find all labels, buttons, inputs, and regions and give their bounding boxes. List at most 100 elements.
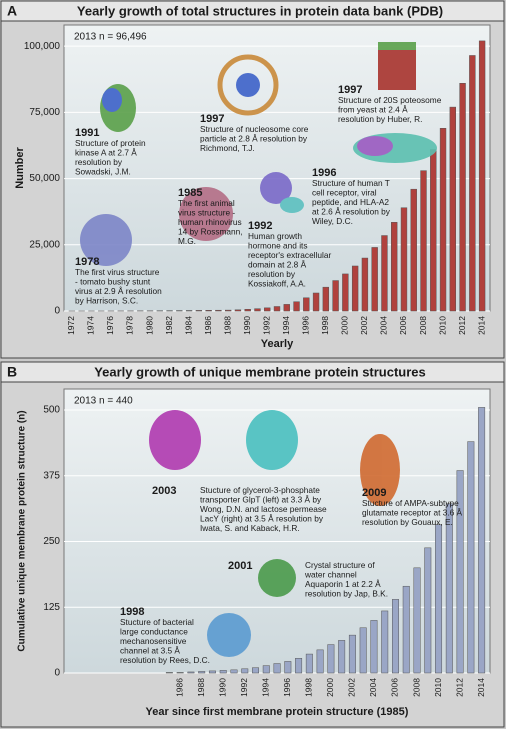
bar — [284, 661, 292, 674]
bar — [430, 149, 437, 312]
annotation-text: resolution by — [248, 269, 296, 279]
annotation-text: resolution by Huber, R. — [338, 114, 422, 124]
bar — [449, 106, 456, 312]
bar — [165, 672, 173, 674]
x-tick-label: 1988 — [196, 678, 206, 697]
bar — [316, 649, 324, 674]
x-axis-label: Year since first membrane protein struct… — [146, 706, 409, 718]
x-tick-label: 2006 — [390, 678, 400, 697]
annotation-text: from yeast at 2.4 Å — [338, 105, 408, 115]
chart-title: Yearly growth of unique membrane protein… — [94, 364, 426, 379]
bar — [322, 286, 330, 312]
x-tick-label: 1980 — [144, 316, 154, 335]
y-tick-label: 75,000 — [29, 107, 60, 118]
x-tick-label: 1972 — [66, 316, 76, 335]
annotation-year: 1992 — [248, 220, 272, 232]
bar — [234, 309, 242, 312]
panel-label: B — [7, 364, 17, 380]
bar — [361, 257, 369, 312]
bar — [338, 640, 346, 674]
bar — [215, 309, 222, 312]
annotation-text: virus at 2.9 Å resolution — [75, 286, 162, 296]
bar — [459, 83, 466, 312]
x-tick-label: 2012 — [454, 678, 464, 697]
bar — [303, 297, 310, 312]
annotation-text: M.G. — [178, 236, 196, 246]
x-tick-label: 1982 — [164, 316, 174, 335]
x-tick-label: 1984 — [183, 316, 193, 335]
bar — [439, 128, 447, 312]
x-tick-label: 1996 — [301, 316, 311, 335]
bar — [327, 644, 335, 674]
bar — [348, 634, 356, 674]
x-tick-label: 1992 — [261, 316, 271, 335]
bar — [305, 653, 313, 674]
annotation-text: kinase A at 2.7 Å — [75, 148, 137, 158]
bar — [195, 310, 203, 312]
note: 2013 n = 96,496 — [74, 32, 147, 43]
annotation-text: mechanosensitive — [120, 636, 187, 646]
note: 2013 n = 440 — [74, 396, 133, 407]
x-tick-label: 2000 — [340, 316, 350, 335]
x-tick-label: 2002 — [359, 316, 369, 335]
annotation-text: transporter GlpT (left) at 3.3 Å by — [200, 495, 322, 505]
bar — [420, 170, 427, 312]
annotation-text: at 2.6 Å resolution by — [312, 207, 391, 217]
bar — [208, 670, 216, 674]
annotation-year: 1997 — [200, 113, 224, 125]
bar — [332, 280, 339, 312]
annotation-text: Structure of human T — [312, 178, 390, 188]
x-tick-label: 2010 — [437, 316, 447, 335]
x-tick-label: 1978 — [125, 316, 135, 335]
bar — [351, 265, 359, 312]
annotation-year: 1985 — [178, 187, 202, 199]
annotation-text: glutamate receptor at 3.6 Å — [362, 508, 463, 518]
annotation-text: by Harrison, S.C. — [75, 296, 138, 306]
bar — [413, 567, 421, 674]
annotation-text: receptor's extracellular — [248, 250, 331, 260]
bar — [312, 292, 320, 312]
annotation-text: resolution by Gouaux, E. — [362, 517, 453, 527]
x-tick-label: 1998 — [304, 678, 314, 697]
annotation-year: 1991 — [75, 127, 99, 139]
y-tick-label: 0 — [54, 668, 60, 679]
bar — [224, 309, 232, 312]
annotation-text: The first animal — [178, 198, 235, 208]
panel-header — [0, 361, 505, 383]
bar — [435, 524, 443, 674]
annotation-year: 1996 — [312, 167, 336, 179]
x-tick-label: 1990 — [217, 678, 227, 697]
x-tick-label: 2004 — [368, 678, 378, 697]
bar — [198, 671, 206, 674]
bar — [283, 304, 290, 312]
bar — [219, 670, 227, 674]
y-tick-label: 50,000 — [29, 173, 60, 184]
bar — [254, 308, 261, 312]
bar — [273, 663, 281, 674]
annotation-year: 2009 — [362, 487, 386, 499]
bar — [381, 610, 389, 674]
chart-title: Yearly growth of total structures in pro… — [77, 3, 443, 18]
annotation-year: 1998 — [120, 606, 144, 618]
x-tick-label: 1986 — [174, 678, 184, 697]
x-tick-label: 2010 — [433, 678, 443, 697]
bar — [445, 503, 453, 674]
x-tick-label: 1996 — [282, 678, 292, 697]
bar — [467, 441, 475, 674]
bar — [185, 310, 193, 312]
annotation-year: 1997 — [338, 84, 362, 96]
x-tick-label: 2008 — [418, 316, 428, 335]
annotation-text: Stucture of AMPA-subtype — [362, 498, 459, 508]
annotation-text: 14 by Rossmann, — [178, 227, 243, 237]
annotation-text: virus structure - — [178, 208, 235, 218]
annotation-text: resolution by Rees, D.C. — [120, 655, 210, 665]
annotation-text: Wiley, D.C. — [312, 216, 353, 226]
annotation-text: resolution by Jap, B.K. — [305, 589, 388, 599]
y-tick-label: 100,000 — [24, 41, 61, 52]
y-tick-label: 0 — [54, 306, 60, 317]
y-tick-label: 250 — [43, 536, 60, 547]
annotation-text: Structure of protein — [75, 138, 146, 148]
bar — [293, 301, 300, 312]
protein-images — [80, 42, 437, 657]
